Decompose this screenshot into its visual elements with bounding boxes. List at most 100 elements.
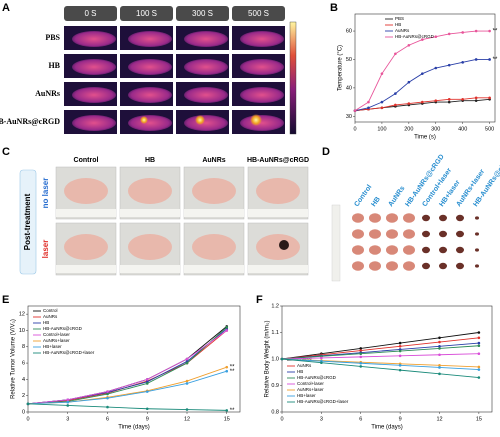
tumor	[386, 229, 398, 239]
x-tick-label: 0	[26, 416, 29, 422]
series-line	[281, 345, 479, 360]
series-line	[27, 326, 228, 405]
series-line	[281, 358, 479, 371]
column-label: HB	[145, 157, 155, 164]
data-point	[447, 63, 451, 67]
data-point	[438, 366, 441, 369]
hot-spot	[250, 114, 262, 126]
x-tick-label: 9	[399, 416, 402, 422]
panel-label: D	[322, 146, 330, 158]
group-label: HB	[48, 61, 60, 70]
thermal-mouse	[184, 87, 228, 103]
thermal-mouse	[184, 59, 228, 75]
x-tick-label: 300	[431, 126, 440, 132]
data-point	[438, 344, 441, 348]
y-tick-label: 8	[22, 344, 25, 350]
data-point	[367, 100, 370, 104]
thermal-mouse	[184, 31, 228, 47]
thermal-mouse	[72, 31, 116, 47]
annotation: **	[230, 365, 235, 371]
mouse-body	[192, 234, 236, 260]
series-line	[27, 330, 228, 405]
data-point	[225, 369, 229, 373]
y-tick-label: 2	[22, 393, 25, 399]
ruler	[56, 265, 116, 273]
data-point	[477, 365, 481, 369]
tumor-scar	[279, 240, 289, 250]
legend-label: Control+laser	[43, 332, 70, 337]
data-point	[185, 379, 189, 383]
data-point	[477, 376, 481, 379]
legend-label: HB-AuNRs@cRGD	[43, 326, 83, 331]
y-axis-label: Relative Tumor Volume (V/V₀)	[11, 319, 17, 399]
thermal-mouse	[240, 59, 284, 75]
group-label: AuNRs	[35, 89, 60, 98]
tumor	[422, 214, 430, 222]
y-tick-label: 1.2	[271, 303, 279, 309]
mouse-body	[128, 234, 172, 260]
thermal-mouse	[240, 115, 284, 131]
legend-label: HB	[43, 320, 49, 325]
panel-label: B	[330, 2, 338, 14]
data-point	[398, 344, 402, 348]
thermal-mouse	[184, 115, 228, 131]
data-point	[380, 100, 384, 104]
data-point	[438, 372, 441, 376]
mouse-body	[256, 178, 300, 204]
mouse-body	[64, 234, 108, 260]
legend-label: HB	[297, 369, 303, 374]
data-point	[421, 38, 424, 41]
data-point	[185, 361, 189, 365]
time-label: 0 S	[84, 9, 96, 18]
data-point	[359, 352, 363, 356]
panel-label: A	[2, 2, 10, 14]
series-line	[281, 358, 479, 378]
y-tick-label: 10	[19, 328, 25, 334]
tumor	[352, 261, 364, 271]
tumor	[369, 229, 381, 239]
annotation: **	[493, 57, 498, 63]
data-point	[394, 52, 397, 56]
series-line	[281, 332, 479, 360]
thermal-mouse	[72, 115, 116, 131]
data-point	[438, 353, 441, 357]
x-tick-label: 12	[184, 416, 190, 422]
data-point	[106, 405, 109, 409]
data-point	[66, 400, 70, 404]
data-point	[474, 99, 478, 102]
thermal-mouse	[128, 87, 172, 103]
data-point	[359, 349, 363, 352]
y-tick-label: 50	[346, 57, 352, 63]
data-point	[477, 336, 481, 340]
panel-label: C	[2, 146, 10, 158]
data-point	[421, 100, 424, 104]
data-point	[438, 347, 441, 350]
y-tick-label: 1.0	[271, 356, 279, 362]
data-point	[398, 368, 402, 372]
thermal-mouse	[128, 31, 172, 47]
annotation: **	[493, 29, 498, 35]
legend-label: HB-AuNRs@cRGD+laser	[297, 399, 349, 404]
time-header	[232, 6, 285, 21]
y-axis-label: Relative Body Weight (m/m₀)	[265, 320, 271, 397]
data-point	[106, 396, 109, 400]
series-line	[27, 403, 227, 411]
y-tick-label: 6	[22, 361, 25, 367]
data-point	[477, 341, 481, 345]
data-point	[477, 352, 481, 356]
tumor	[403, 261, 415, 271]
x-tick-label: 9	[146, 416, 149, 422]
y-tick-label: 12	[19, 312, 25, 318]
ruler	[248, 209, 308, 217]
tumor	[439, 246, 447, 254]
time-header	[64, 6, 117, 21]
legend-label: Control+laser	[297, 381, 324, 386]
x-tick-label: 200	[404, 126, 413, 132]
x-axis-label: Time (s)	[414, 135, 436, 141]
data-point	[320, 361, 323, 365]
data-point	[367, 106, 370, 110]
data-point	[145, 407, 149, 411]
group-label: HB-AuNRs@cRGD	[0, 117, 60, 126]
ruler	[184, 265, 244, 273]
